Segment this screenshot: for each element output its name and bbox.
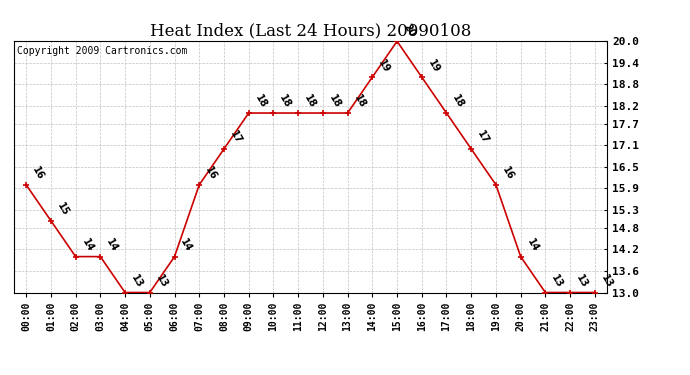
Text: 20: 20 [401, 22, 417, 39]
Text: 13: 13 [574, 273, 590, 290]
Text: 14: 14 [179, 237, 194, 254]
Text: 18: 18 [451, 93, 466, 110]
Text: 15: 15 [55, 201, 70, 218]
Text: 13: 13 [154, 273, 169, 290]
Text: 13: 13 [129, 273, 145, 290]
Text: 17: 17 [475, 129, 491, 146]
Text: 19: 19 [377, 58, 392, 74]
Text: 18: 18 [277, 93, 293, 110]
Text: 16: 16 [500, 165, 515, 182]
Text: 18: 18 [302, 93, 318, 110]
Text: 18: 18 [352, 93, 367, 110]
Text: 17: 17 [228, 129, 244, 146]
Text: Copyright 2009 Cartronics.com: Copyright 2009 Cartronics.com [17, 46, 187, 56]
Text: 19: 19 [426, 58, 442, 74]
Text: 16: 16 [30, 165, 46, 182]
Text: 16: 16 [204, 165, 219, 182]
Text: 18: 18 [253, 93, 268, 110]
Text: 14: 14 [80, 237, 95, 254]
Text: 14: 14 [525, 237, 540, 254]
Text: 18: 18 [327, 93, 342, 110]
Text: 14: 14 [104, 237, 120, 254]
Title: Heat Index (Last 24 Hours) 20090108: Heat Index (Last 24 Hours) 20090108 [150, 23, 471, 40]
Text: 13: 13 [599, 273, 614, 290]
Text: 13: 13 [549, 273, 565, 290]
